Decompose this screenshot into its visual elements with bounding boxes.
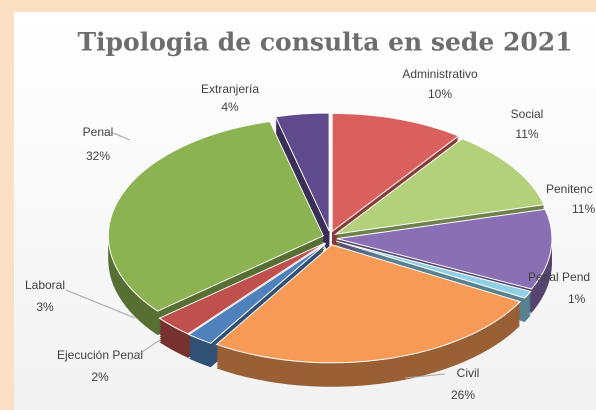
slice-label: Laboral: [25, 278, 65, 292]
slice-label: Extranjería: [201, 82, 259, 96]
leader-line: [112, 132, 131, 141]
pie-slice: [158, 242, 326, 335]
pie-slice: [336, 208, 553, 290]
pie-slice: [333, 138, 545, 235]
pie-slice: [274, 112, 330, 232]
slice-value-label: 11%: [572, 202, 595, 216]
pie-slice: [107, 120, 325, 312]
slice-label: Administrativo: [402, 67, 478, 81]
slice-value-label: 1%: [568, 292, 586, 306]
slice-value-label: 2%: [91, 370, 109, 384]
leader-line: [404, 373, 446, 379]
slice-value-label: 4%: [221, 100, 239, 114]
pie-slice: [336, 240, 532, 299]
slice-label: Penitenc: [546, 182, 593, 196]
slice-label: Penal: [83, 125, 114, 139]
slice-value-label: 3%: [36, 300, 54, 314]
slice-label: Penal Pend: [528, 270, 590, 284]
slice-label: Social: [511, 107, 544, 121]
pie-slice: [187, 243, 327, 344]
pie-slice: [215, 244, 522, 364]
leader-line: [65, 289, 136, 319]
slice-value-label: 11%: [515, 127, 538, 141]
slice-value-label: 32%: [86, 149, 110, 163]
slice-side-layer: [336, 243, 531, 301]
slice-label: Civil: [457, 366, 480, 380]
slice-side-layer: [336, 245, 531, 303]
slice-label: Ejecución Penal: [57, 348, 143, 362]
slice-value-label: 10%: [428, 87, 452, 101]
leader-line: [129, 339, 161, 361]
chart-title: Tipologia de consulta en sede 2021: [77, 28, 572, 57]
pie-slice: [331, 112, 460, 233]
slice-value-label: 26%: [451, 388, 475, 402]
